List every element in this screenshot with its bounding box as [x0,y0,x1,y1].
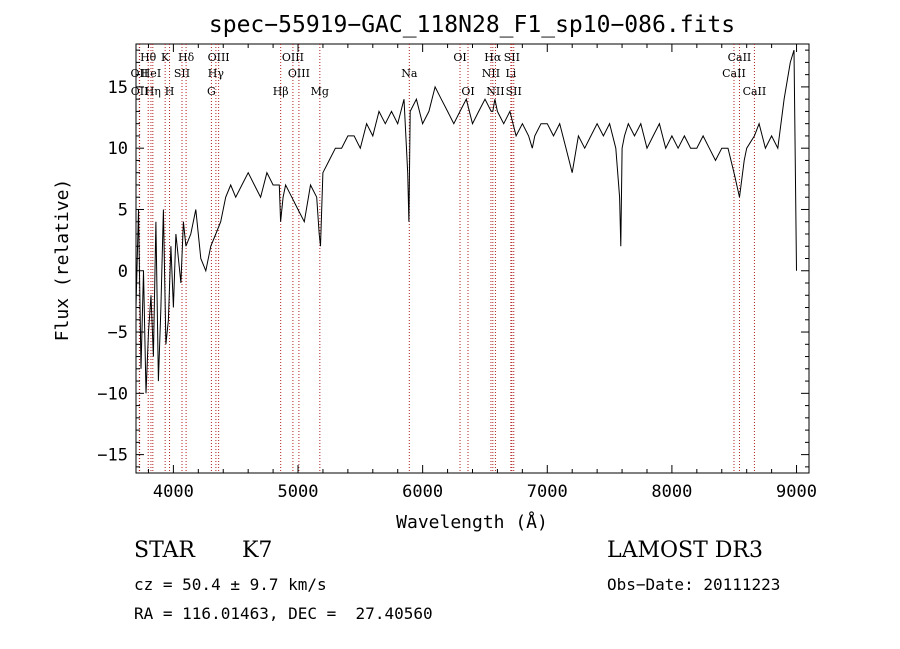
line-marker-label: OI [461,85,474,98]
line-marker-label: SII [504,51,520,64]
observation-date: Obs−Date: 20111223 [607,575,781,594]
y-tick-label: −15 [97,446,128,466]
x-tick-label: 5000 [278,482,319,502]
line-marker-label: Na [401,67,418,80]
object-subclass: K7 [242,538,273,563]
line-marker-label: G [207,85,216,98]
y-tick-label: −5 [108,323,128,343]
line-marker-label: Hγ [208,67,225,80]
spectrum-line [135,49,797,394]
x-tick-label: 8000 [651,482,692,502]
line-marker-label: CaII [728,51,752,64]
line-marker-label: NII [482,67,500,80]
line-marker-label: Hδ [178,51,195,64]
line-marker-label: Hβ [273,85,289,98]
line-marker-label: SII [506,85,522,98]
x-axis: 4000 5000 6000 7000 8000 9000 [147,44,817,502]
survey-name: LAMOST DR3 [607,538,763,563]
line-marker-label: CaII [743,85,767,98]
y-tick-label: 15 [108,78,128,98]
x-tick-label: 9000 [776,482,817,502]
y-tick-label: −10 [97,384,128,404]
line-marker-label: HeI [141,67,161,80]
line-marker-label: NII [486,85,504,98]
line-marker-label: Hθ [140,51,157,64]
line-marker-label: OIII [282,51,304,64]
plot-frame [135,43,810,474]
emission-line-labels: OII OII Hθ HeI Hη K SII H Hδ OIII Hγ G OIII OIII Hβ Mg N… [131,51,767,98]
y-tick-label: 5 [118,200,128,220]
line-marker-label: OIII [288,67,310,80]
line-marker-label: H [165,85,175,98]
object-class: STAR [134,538,195,563]
redshift-cz: cz = 50.4 ± 9.7 km/s [134,575,327,594]
line-marker-label: SII [174,67,190,80]
x-tick-label: 6000 [402,482,443,502]
x-axis-label: Wavelength (Å) [396,511,548,533]
line-marker-label: K [161,51,170,64]
x-tick-label: 4000 [153,482,194,502]
emission-line-markers [138,44,755,473]
line-marker-label: Mg [311,85,329,98]
chart-title: spec−55919−GAC_118N28_F1_sp10−086.fits [209,12,735,38]
line-marker-label: Li [505,67,516,80]
x-tick-label: 7000 [527,482,568,502]
line-marker-label: Hα [484,51,502,64]
line-marker-label: OI [453,51,466,64]
y-tick-label: 0 [118,262,128,282]
y-tick-label: 10 [108,139,128,159]
ra-dec-coordinates: RA = 116.01463, DEC = 27.40560 [134,604,433,623]
y-axis-label: Flux (relative) [52,179,73,342]
line-marker-label: OIII [208,51,230,64]
y-axis: −15 −10 −5 0 5 10 15 [97,49,809,468]
line-marker-label: OII [131,67,149,80]
line-marker-label: CaII [722,67,746,80]
line-marker-label: Hη [145,85,161,98]
line-marker-label: OII [131,85,149,98]
